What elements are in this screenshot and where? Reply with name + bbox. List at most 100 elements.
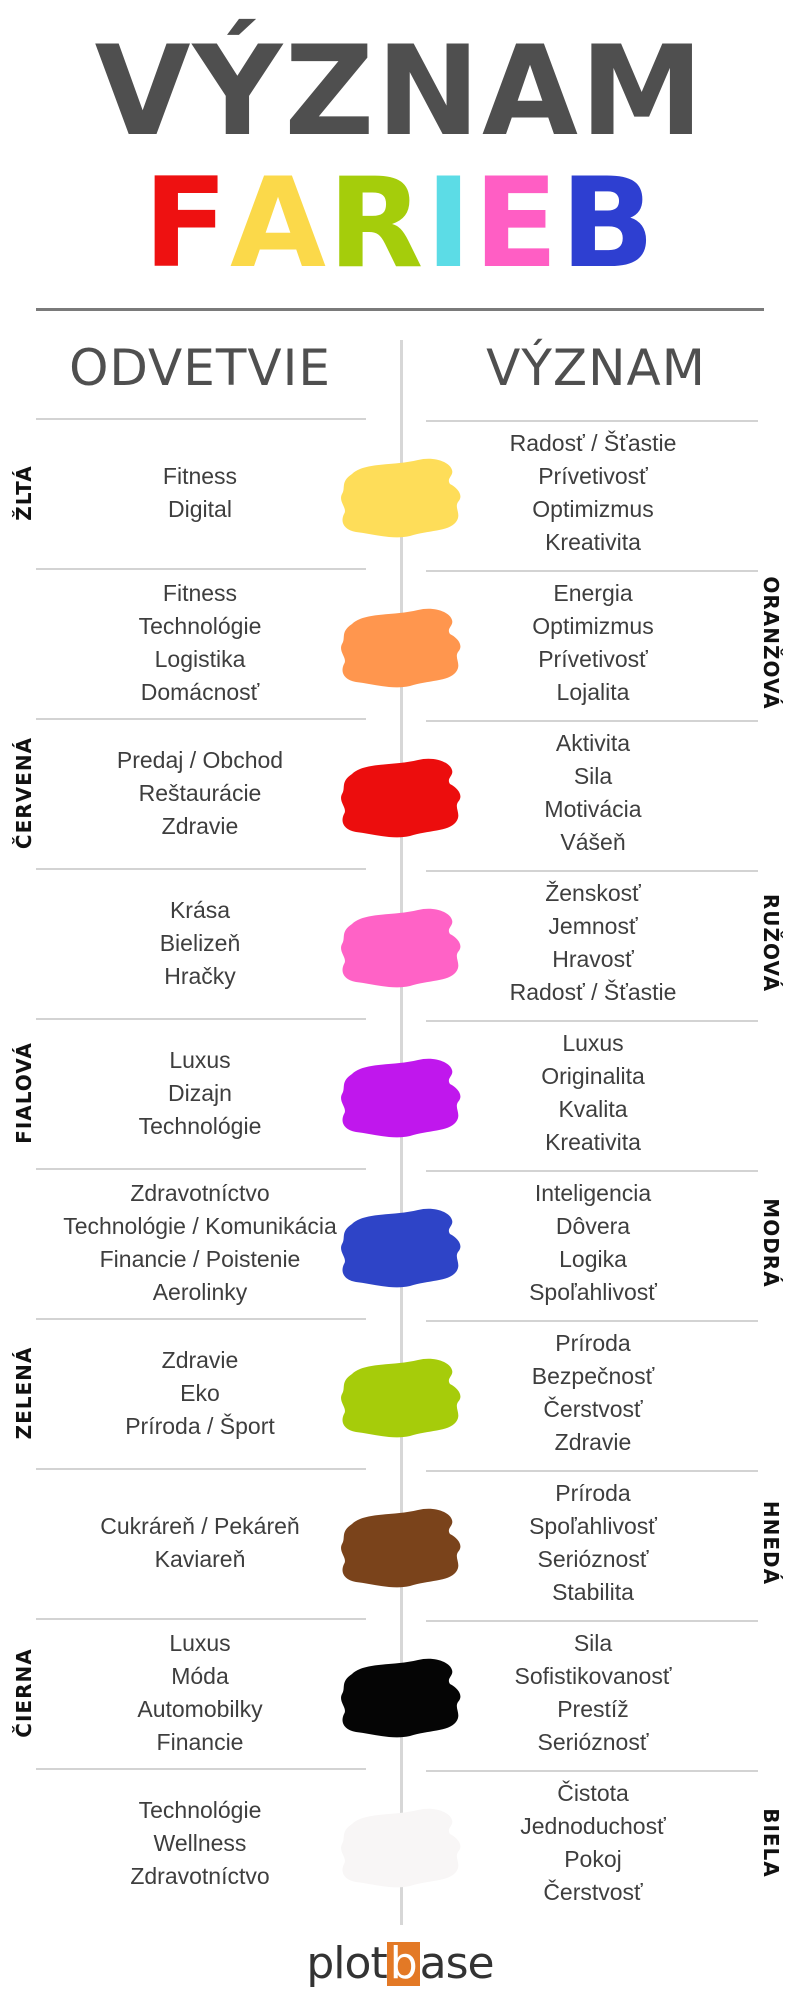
row-separator [36,1468,366,1470]
color-swatch [341,608,461,688]
industry-item: Domácnosť [140,679,260,705]
industry-item: Luxus [169,1046,231,1073]
color-swatch [341,1508,461,1588]
industry-item: Bielizeň [159,929,241,956]
color-name-label: ZELENÁ [12,1346,36,1440]
row-separator [426,870,758,872]
color-swatch [341,908,461,988]
industry-item: Predaj / Obchod [116,746,284,773]
meaning-item: Serióznosť [537,1729,649,1755]
row-separator [36,1018,366,1020]
color-name-label: BIELA [759,1808,783,1878]
row-separator [36,868,366,870]
meaning-item: Sofistikovanosť [514,1663,672,1689]
meaning-item: Zdravie [554,1429,632,1455]
industry-item: Financie [156,1729,244,1755]
meaning-list: Radosť / Šťastie Prívetivosť Optimizmus Kre… [433,422,753,564]
row-separator [36,718,366,720]
title-line-1: VÝZNAM [94,20,706,164]
meaning-list: Inteligencia Dôvera Logika Spoľahlivosť [433,1172,753,1314]
meaning-list: Luxus Originalita Kvalita Kreativita [433,1022,753,1164]
industry-list: Krása Bielizeň Hračky [40,872,360,1014]
meaning-item: Ženskosť [545,880,641,906]
industry-list: Luxus Móda Automobilky Financie [40,1622,360,1764]
industry-item: Kaviareň [154,1546,246,1572]
row-separator [36,1768,366,1770]
meaning-item: Motivácia [544,796,642,822]
meaning-item: Kreativita [545,529,641,555]
industry-item: Zdravotníctvo [130,1862,270,1889]
industry-item: Automobilky [137,1696,263,1722]
meaning-list: Príroda Spoľahlivosť Serióznosť Stabilita [433,1472,753,1614]
row-separator [426,1170,758,1172]
meaning-item: Príroda [555,1330,631,1356]
title-letter: B [560,152,657,296]
meaning-item: Dôvera [555,1213,631,1239]
color-name-label: FIALOVÁ [12,1042,36,1144]
meaning-item: Jemnosť [548,913,638,939]
meaning-item: Vášeň [560,829,626,855]
column-header-industry: ODVETVIE [69,339,331,397]
row-separator [426,1620,758,1622]
industry-item: Fitness [162,580,238,606]
meaning-item: Kvalita [558,1096,628,1122]
meaning-item: Energia [553,580,633,606]
industry-item: Zdravie [161,1346,239,1373]
meaning-item: Bezpečnosť [531,1363,655,1389]
industry-item: Cukráreň / Pekáreň [100,1513,300,1539]
color-swatch [341,1658,461,1738]
industry-item: Zdravotníctvo [130,1180,270,1206]
industry-item: Technológie [138,613,262,639]
color-name-label: ČERVENÁ [12,736,36,850]
color-name-label: ŽLTÁ [12,465,36,521]
row-separator [36,1168,366,1170]
title-letter: R [327,152,426,296]
color-swatch [341,758,461,838]
title-letter: I [425,152,474,296]
industry-item: Hračky [164,962,236,989]
meaning-item: Lojalita [556,679,630,705]
meaning-item: Prestíž [557,1696,629,1722]
meaning-item: Serióznosť [537,1546,649,1572]
meaning-item: Jednoduchosť [520,1813,666,1839]
meaning-item: Optimizmus [532,613,654,639]
color-name-label: ČIERNA [12,1648,36,1738]
industry-item: Technológie [138,1796,262,1823]
row-separator [36,1618,366,1620]
row-separator [36,1318,366,1320]
meaning-list: Sila Sofistikovanosť Prestíž Serióznosť [433,1622,753,1764]
meaning-item: Sila [573,1630,613,1656]
meaning-item: Optimizmus [532,496,654,522]
logo-highlight-letter: b [386,1942,420,1986]
industry-list: Cukráreň / Pekáreň Kaviareň [40,1472,360,1614]
color-swatch [341,1358,461,1438]
meaning-list: Aktivita Sila Motivácia Vášeň [433,722,753,864]
meaning-item: Prívetivosť [538,463,648,489]
row-separator [426,720,758,722]
industry-item: Reštaurácie [138,779,262,806]
meaning-item: Čistota [557,1780,629,1806]
industry-item: Príroda / Šport [125,1412,275,1439]
meaning-list: Ženskosť Jemnosť Hravosť Radosť / Šťastie [433,872,753,1014]
color-name-label: RUŽOVÁ [759,893,783,993]
industry-list: Fitness Digital [40,422,360,564]
meaning-item: Luxus [562,1030,624,1056]
meaning-item: Sila [573,763,613,789]
header-divider [36,308,764,311]
row-separator [36,568,366,570]
meaning-item: Radosť / Šťastie [509,979,677,1005]
color-name-label: MODRÁ [759,1198,783,1288]
title-letter: F [143,152,230,296]
meaning-item: Logika [559,1246,627,1272]
meaning-item: Čerstvosť [543,1396,643,1422]
row-separator [426,1320,758,1322]
industry-item: Móda [171,1663,229,1689]
meaning-item: Pokoj [564,1846,622,1872]
column-header-meaning: VÝZNAM [486,339,706,397]
industry-item: Technológie [138,1112,262,1139]
industry-item: Dizajn [168,1079,232,1106]
color-name-label: HNEDÁ [759,1500,783,1586]
row-separator [426,420,758,422]
meaning-item: Čerstvosť [543,1879,643,1905]
meaning-item: Inteligencia [534,1180,652,1206]
